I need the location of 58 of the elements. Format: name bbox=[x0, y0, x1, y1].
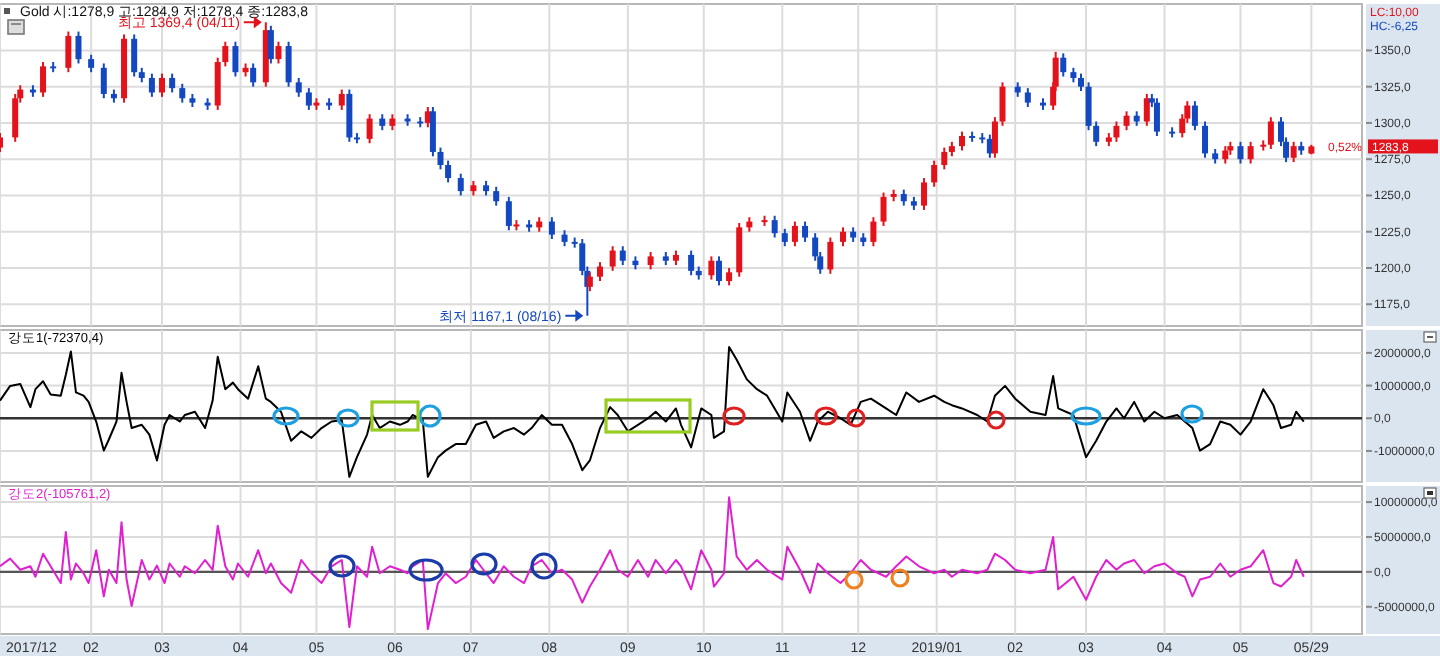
candlestick bbox=[1024, 87, 1031, 108]
candlestick bbox=[688, 249, 695, 277]
candlestick bbox=[999, 81, 1006, 127]
candlestick bbox=[840, 226, 847, 248]
candlestick bbox=[870, 216, 877, 248]
candlestick bbox=[100, 62, 107, 100]
candlestick bbox=[295, 76, 302, 98]
candlestick bbox=[232, 40, 239, 78]
candlestick bbox=[880, 191, 887, 227]
candlestick bbox=[169, 72, 176, 94]
candlestick bbox=[179, 82, 186, 104]
candlestick bbox=[959, 130, 966, 152]
candlestick bbox=[736, 222, 743, 278]
candlestick bbox=[366, 113, 373, 145]
candlestick bbox=[267, 24, 274, 65]
candlestick bbox=[493, 185, 500, 207]
candlestick bbox=[148, 72, 155, 98]
candlestick bbox=[941, 146, 948, 171]
line-series bbox=[0, 346, 1305, 478]
candlestick bbox=[596, 261, 603, 283]
candlestick bbox=[1202, 120, 1209, 159]
candlestick bbox=[159, 72, 166, 98]
candlestick bbox=[12, 92, 19, 143]
candlestick bbox=[457, 172, 464, 197]
candlestick bbox=[1143, 92, 1150, 127]
candlestick bbox=[771, 214, 778, 239]
candlestick bbox=[445, 159, 452, 184]
candlestick bbox=[131, 33, 138, 78]
candlestick bbox=[548, 216, 555, 240]
candlestick bbox=[338, 88, 345, 111]
candlestick bbox=[991, 116, 998, 159]
candlestick bbox=[285, 40, 292, 88]
candlestick bbox=[827, 236, 834, 275]
candlestick bbox=[505, 195, 512, 232]
candlestick bbox=[791, 220, 798, 248]
candlestick bbox=[346, 88, 353, 143]
candlestick bbox=[802, 220, 809, 243]
candlestick bbox=[1191, 100, 1198, 132]
candlestick bbox=[619, 245, 626, 267]
candlestick bbox=[1113, 120, 1120, 143]
candlestick bbox=[1153, 97, 1160, 137]
candlestick bbox=[708, 255, 715, 281]
candlestick bbox=[40, 61, 47, 98]
candlestick bbox=[1237, 140, 1244, 165]
candlestick bbox=[1267, 116, 1274, 151]
candlestick bbox=[921, 177, 928, 211]
candlestick bbox=[1290, 140, 1297, 164]
candlestick bbox=[250, 62, 257, 88]
candlestick bbox=[931, 159, 938, 188]
candlestick bbox=[609, 245, 616, 272]
candlestick bbox=[715, 255, 722, 287]
candlestick bbox=[275, 40, 282, 65]
candlestick bbox=[1123, 110, 1130, 132]
candlestick bbox=[75, 30, 82, 65]
candlestick bbox=[305, 87, 312, 111]
candlestick bbox=[65, 30, 72, 74]
candlestick bbox=[1060, 52, 1067, 78]
candlestick bbox=[1247, 140, 1254, 165]
